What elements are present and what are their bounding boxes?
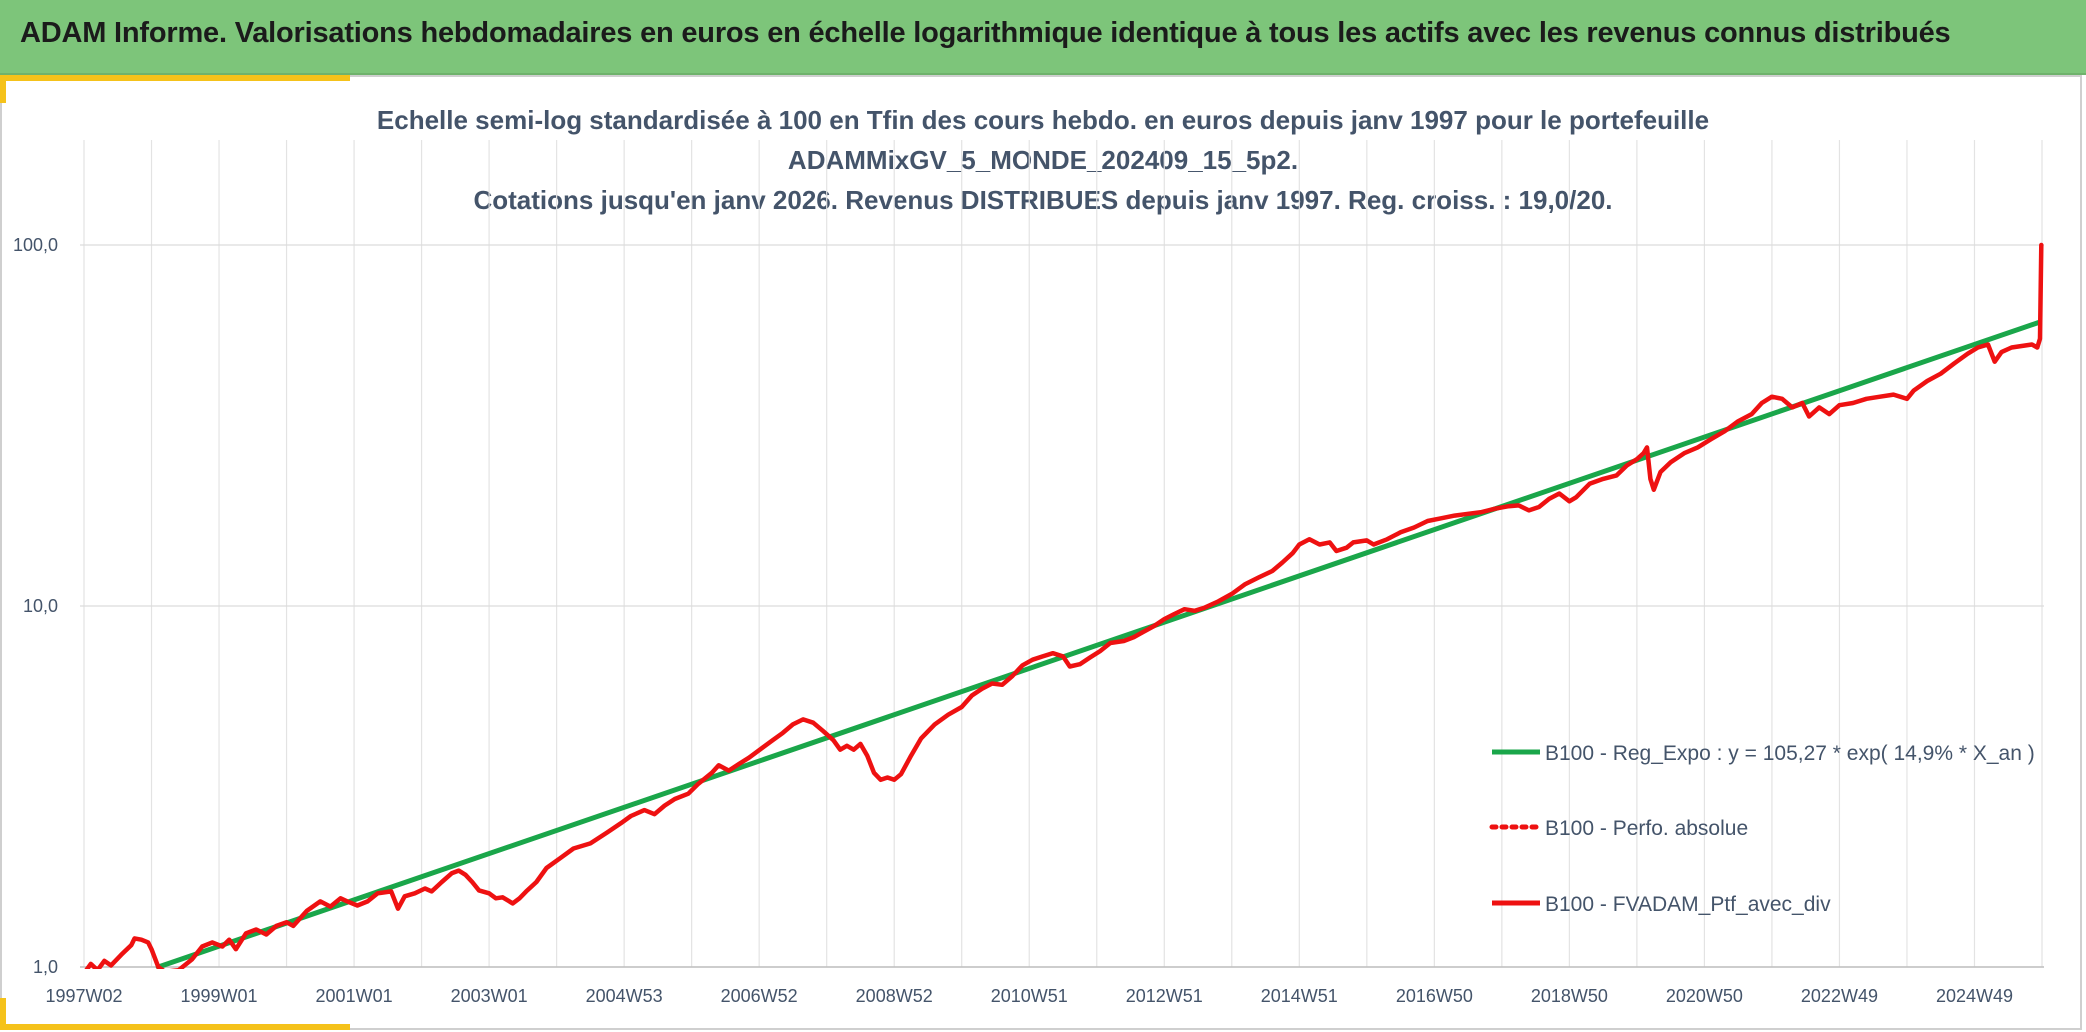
x-tick-label: 2003W01 (451, 986, 528, 1006)
x-tick-label: 2020W50 (1666, 986, 1743, 1006)
series-lines (84, 242, 2044, 969)
header-banner: ADAM Informe. Valorisations hebdomadaire… (0, 0, 2086, 75)
y-tick-label: 10,0 (23, 596, 58, 616)
x-tick-label: 2022W49 (1801, 986, 1878, 1006)
x-tick-label: 2008W52 (856, 986, 933, 1006)
y-axis-ticks: 1,0 10,0 100,0 (13, 235, 58, 977)
chart-title-line-1: Echelle semi-log standardisée à 100 en T… (376, 105, 1710, 135)
accent-corner-top (0, 75, 6, 103)
chart-title-line-3: Cotations jusqu'en janv 2026. Revenus DI… (473, 185, 1613, 215)
chart-title: Echelle semi-log standardisée à 100 en T… (0, 100, 2086, 220)
grid-lines (80, 140, 2044, 968)
chart-title-line-2: ADAMMixGV_5_MONDE_202409_15_5p2. (787, 145, 1299, 175)
x-tick-label: 1999W01 (181, 986, 258, 1006)
series-line (84, 242, 2044, 969)
accent-corner-bottom (0, 998, 6, 1030)
legend-label: B100 - Perfo. absolue (1545, 817, 1748, 840)
x-tick-label: 2018W50 (1531, 986, 1608, 1006)
x-tick-label: 2014W51 (1261, 986, 1338, 1006)
legend: B100 - Reg_Expo : y = 105,27 * exp( 14,9… (1489, 742, 2035, 916)
x-tick-label: 2006W52 (721, 986, 798, 1006)
legend-label: B100 - Reg_Expo : y = 105,27 * exp( 14,9… (1545, 742, 2035, 765)
x-tick-label: 2016W50 (1396, 986, 1473, 1006)
x-tick-label: 2012W51 (1126, 986, 1203, 1006)
y-tick-label: 1,0 (33, 957, 58, 977)
chart-frame (0, 75, 2082, 1030)
x-tick-label: 2010W51 (991, 986, 1068, 1006)
banner-title: ADAM Informe. Valorisations hebdomadaire… (20, 17, 1951, 49)
x-tick-label: 1997W02 (45, 986, 122, 1006)
accent-bar-top (0, 75, 350, 81)
x-axis-ticks: 1997W02 1999W01 2001W01 2003W01 2004W53 2006W… (45, 986, 2013, 1006)
x-tick-label: 2004W53 (586, 986, 663, 1006)
accent-bar-bottom (0, 1024, 350, 1030)
series-line (155, 320, 2042, 969)
y-tick-label: 100,0 (13, 235, 58, 255)
legend-label: B100 - FVADAM_Ptf_avec_div (1545, 893, 1831, 916)
x-tick-label: 2001W01 (316, 986, 393, 1006)
x-tick-label: 2024W49 (1936, 986, 2013, 1006)
